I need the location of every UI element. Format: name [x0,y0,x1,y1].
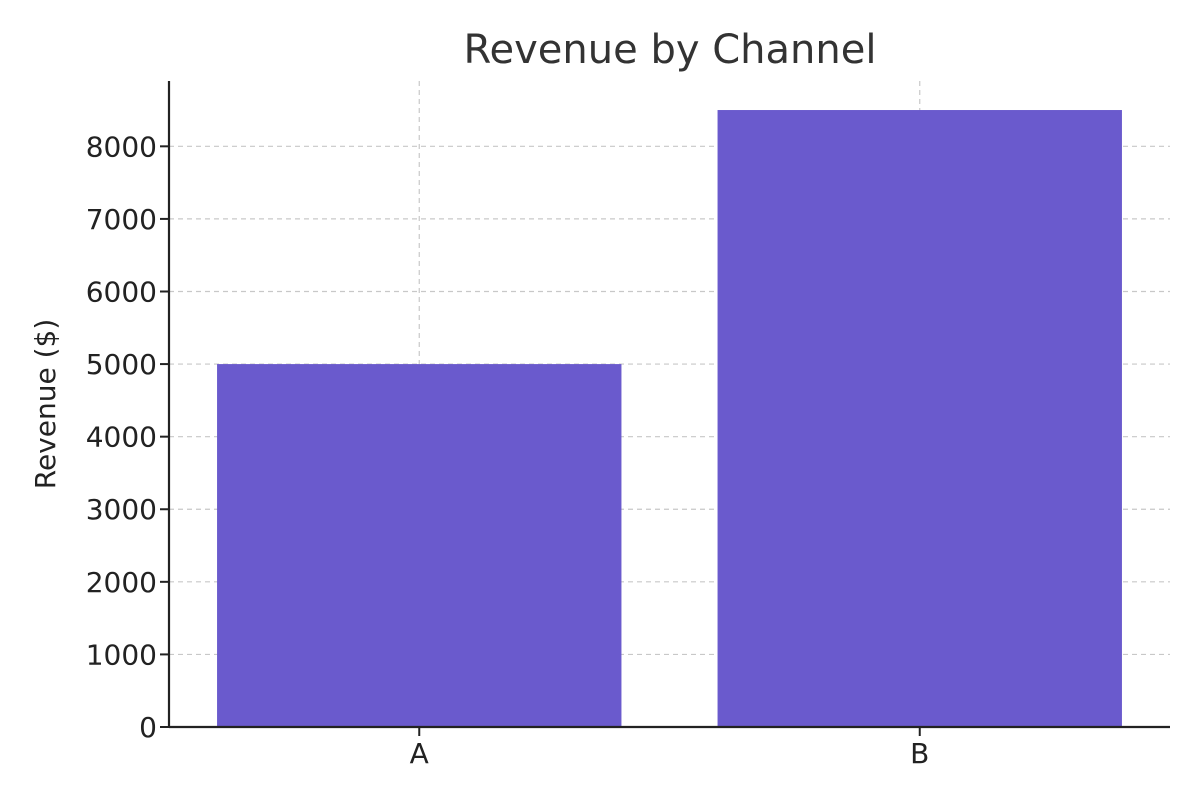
x-tick-label: A [410,737,429,770]
tick-labels: 0 1000 2000 3000 4000 5000 6000 7000 8000 A B [86,130,930,770]
y-tick-label: 4000 [86,421,157,454]
bar-a [217,364,622,727]
x-tick-label: B [910,737,929,770]
axes [160,81,1170,736]
y-tick-label: 8000 [86,130,157,163]
y-tick-label: 1000 [86,638,157,671]
bar-b [717,110,1122,728]
y-tick-label: 2000 [86,566,157,599]
y-tick-label: 0 [139,711,157,744]
bars [217,110,1122,728]
y-axis-label: Revenue ($) [29,319,62,490]
y-tick-label: 6000 [86,275,157,308]
y-tick-label: 3000 [86,493,157,526]
y-tick-label: 5000 [86,348,157,381]
chart-title: Revenue by Channel [464,27,877,73]
y-tick-label: 7000 [86,203,157,236]
